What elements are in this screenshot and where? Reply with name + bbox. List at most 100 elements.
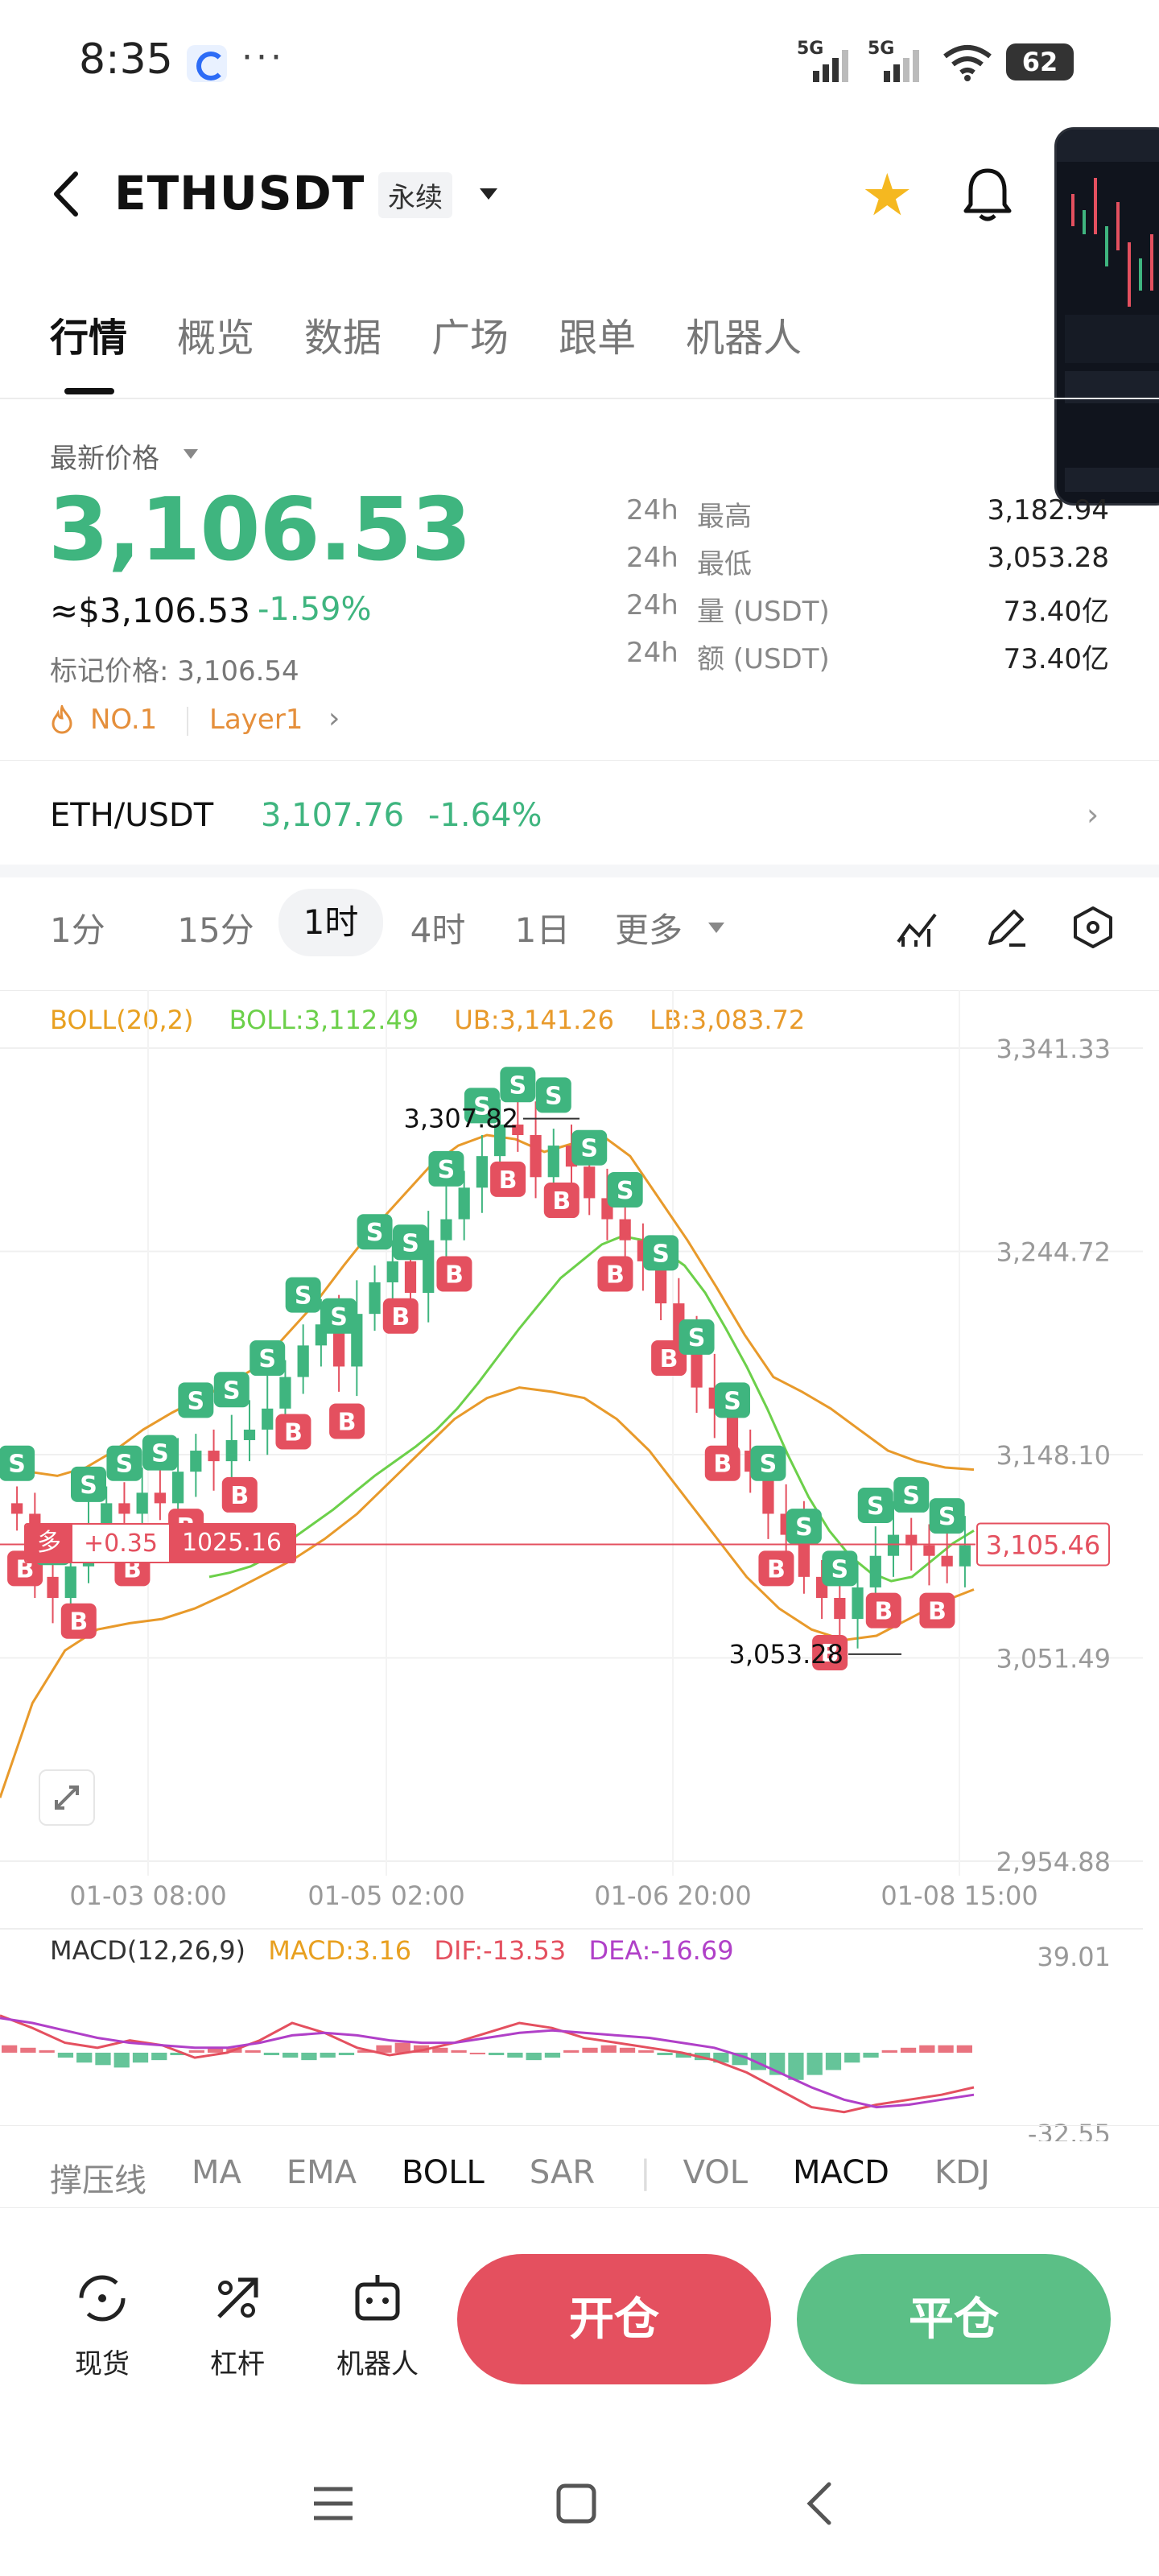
last-price-label[interactable]: 最新价格 — [50, 443, 159, 475]
indicator-boll[interactable]: BOLL — [402, 2154, 485, 2191]
menu-icon[interactable] — [309, 2479, 357, 2528]
rank-tag[interactable]: NO.1 — [90, 704, 158, 736]
contract-type-badge[interactable]: 永续 — [378, 172, 452, 218]
buy-marker: B — [490, 1161, 526, 1197]
candle — [47, 1576, 59, 1598]
stat-label: 最低 — [697, 548, 752, 580]
leverage-action[interactable]: 杠杆 — [193, 2270, 282, 2381]
macd-histogram-bar — [207, 2047, 224, 2053]
marker-letter: S — [938, 1503, 956, 1531]
tab-data[interactable]: 数据 — [304, 316, 382, 361]
buy-marker: B — [919, 1592, 955, 1629]
stat-period: 24h — [626, 637, 678, 669]
marker-badge — [285, 1277, 321, 1313]
signal-icon: 5G — [868, 39, 924, 82]
indicator-macd[interactable]: MACD — [793, 2154, 889, 2191]
floating-window-thumbnail[interactable] — [1054, 127, 1159, 506]
position-side: 多 — [26, 1525, 72, 1562]
settings-icon[interactable] — [1070, 905, 1116, 950]
indicator-vol[interactable]: VOL — [683, 2154, 749, 2191]
stats-panel: 24h 最高 3,182.94 24h 最低 3,053.28 24h 量 (USDT) 7… — [626, 494, 1109, 684]
candle — [798, 1534, 810, 1577]
candle — [584, 1166, 596, 1199]
stat-value: 73.40亿 — [1003, 643, 1109, 675]
chevron-down-icon[interactable] — [480, 188, 497, 200]
chevron-down-icon[interactable] — [708, 923, 724, 933]
chevron-down-icon[interactable] — [184, 449, 198, 459]
sell-marker: S — [607, 1171, 643, 1208]
sell-marker: S — [822, 1550, 858, 1587]
sell-marker: S — [71, 1466, 106, 1502]
indicator-support[interactable]: 撑压线 — [50, 2162, 146, 2199]
back-icon[interactable] — [50, 171, 82, 217]
tab-robot[interactable]: 机器人 — [686, 316, 802, 361]
macd-legend-dif: DIF:-13.53 — [434, 1935, 567, 1966]
price-chart[interactable]: 3,341.33 3,244.72 3,148.10 3,051.49 2,954.88… — [0, 990, 1159, 2141]
interval-1m[interactable]: 1分 — [50, 910, 105, 950]
marker-letter: S — [760, 1451, 777, 1479]
indicator-icon[interactable] — [895, 905, 940, 950]
marker-letter: B — [499, 1166, 518, 1195]
robot-action[interactable]: 机器人 — [325, 2270, 430, 2381]
tab-square[interactable]: 广场 — [431, 316, 509, 361]
sell-marker: S — [715, 1382, 750, 1418]
interval-4h[interactable]: 4时 — [410, 910, 466, 950]
buy-marker: B — [812, 1634, 848, 1670]
interval-more[interactable]: 更多 — [614, 910, 683, 950]
spot-pair[interactable]: ETH/USDT — [50, 797, 214, 834]
close-position-button[interactable]: 平仓 — [797, 2254, 1111, 2384]
macd-histogram-bar — [900, 2047, 917, 2053]
candle — [458, 1187, 470, 1220]
marker-badge — [893, 1476, 930, 1513]
marker-letter: S — [473, 1092, 491, 1121]
spot-change: -1.64% — [428, 797, 542, 834]
position-tag[interactable]: 多 +0.35 1025.16 — [24, 1523, 296, 1563]
marker-letter: S — [509, 1071, 527, 1100]
fullscreen-button[interactable] — [39, 1769, 95, 1826]
home-icon[interactable] — [552, 2479, 600, 2528]
fire-icon — [52, 705, 72, 734]
favorite-star-icon[interactable]: ★ — [861, 161, 914, 229]
draw-pen-icon[interactable] — [984, 905, 1029, 950]
open-position-button[interactable]: 开仓 — [457, 2254, 771, 2384]
interval-1d[interactable]: 1日 — [514, 910, 571, 950]
tab-market[interactable]: 行情 — [50, 316, 128, 361]
interval-15m[interactable]: 15分 — [177, 910, 254, 950]
sell-marker: S — [678, 1319, 715, 1355]
spot-action[interactable]: 现货 — [58, 2270, 146, 2381]
chevron-right-icon[interactable]: › — [1087, 797, 1099, 832]
robot-action-label: 机器人 — [336, 2348, 419, 2380]
tab-copy-trade[interactable]: 跟单 — [559, 316, 637, 361]
marker-letter: B — [821, 1640, 839, 1668]
marker-letter: S — [831, 1555, 849, 1583]
macd-histogram-bar — [283, 2052, 299, 2058]
indicator-ma[interactable]: MA — [192, 2154, 241, 2191]
marker-badge — [250, 1340, 286, 1377]
interval-1h[interactable]: 1时 — [278, 889, 383, 956]
divider — [0, 398, 1159, 399]
marker-badge — [382, 1298, 419, 1334]
buy-marker: B — [865, 1592, 901, 1629]
macd-histogram-bar — [844, 2052, 860, 2063]
marker-letter: S — [330, 1303, 348, 1331]
macd-histogram-bar — [863, 2052, 879, 2058]
macd-legend-name: MACD(12,26,9) — [50, 1935, 246, 1966]
chevron-right-icon[interactable]: › — [328, 702, 340, 735]
symbol-title[interactable]: ETHUSDT — [114, 166, 365, 221]
marker-badge — [178, 1382, 214, 1418]
marker-badge — [535, 1077, 571, 1113]
tab-overview[interactable]: 概览 — [177, 316, 255, 361]
bell-icon[interactable] — [961, 166, 1014, 224]
indicator-ema[interactable]: EMA — [286, 2154, 357, 2191]
macd-y-tick-label: 39.01 — [1037, 1942, 1111, 1972]
stat-value: 73.40亿 — [1003, 596, 1109, 628]
interval-selector: 1分 15分 1时 4时 1日 更多 — [50, 889, 705, 956]
candle — [494, 1124, 506, 1157]
buy-marker: B — [597, 1256, 633, 1292]
indicator-sar[interactable]: SAR — [529, 2154, 596, 2191]
sector-tag[interactable]: Layer1 — [209, 704, 303, 736]
indicator-kdj[interactable]: KDJ — [934, 2154, 990, 2191]
marker-badge — [715, 1382, 750, 1418]
marker-letter: S — [80, 1472, 97, 1500]
nav-back-icon[interactable] — [797, 2479, 845, 2528]
